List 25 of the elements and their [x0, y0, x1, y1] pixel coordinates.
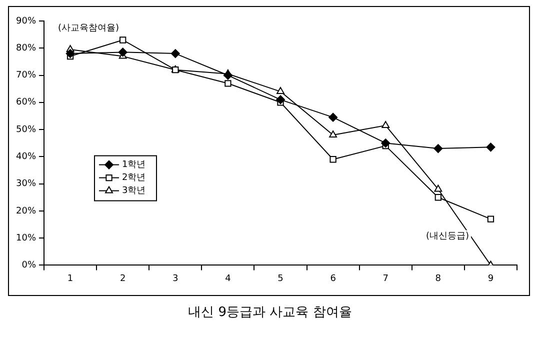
legend-label: 3학년: [122, 186, 146, 196]
x-tick-label: 5: [278, 274, 284, 284]
y-tick-label: 80%: [16, 43, 36, 54]
y-tick-label: 0%: [22, 260, 36, 271]
annotation: (사교육참여율): [58, 23, 120, 34]
x-tick-label: 8: [435, 274, 442, 284]
y-tick-label: 60%: [16, 98, 36, 108]
y-tick-label: 70%: [16, 70, 36, 81]
y-tick-label: 40%: [16, 152, 36, 162]
y-tick-label: 20%: [16, 206, 36, 216]
legend-label: 2학년: [122, 173, 146, 184]
y-tick-label: 10%: [16, 233, 36, 244]
x-tick-label: 7: [382, 274, 388, 284]
legend-label: 1학년: [122, 160, 146, 170]
annotation: (내신등급): [426, 232, 469, 242]
y-tick-label: 50%: [16, 124, 36, 135]
text: 내신 9등급과 사교육 참여율: [187, 304, 353, 321]
x-tick-label: 3: [172, 274, 178, 284]
x-tick-label: 9: [488, 274, 494, 284]
x-tick-label: 1: [67, 274, 74, 284]
y-tick-label: 90%: [16, 16, 36, 26]
x-tick-label: 4: [225, 274, 232, 284]
x-tick-label: 2: [120, 274, 126, 284]
x-tick-label: 6: [330, 274, 336, 284]
y-tick-label: 30%: [16, 179, 36, 190]
